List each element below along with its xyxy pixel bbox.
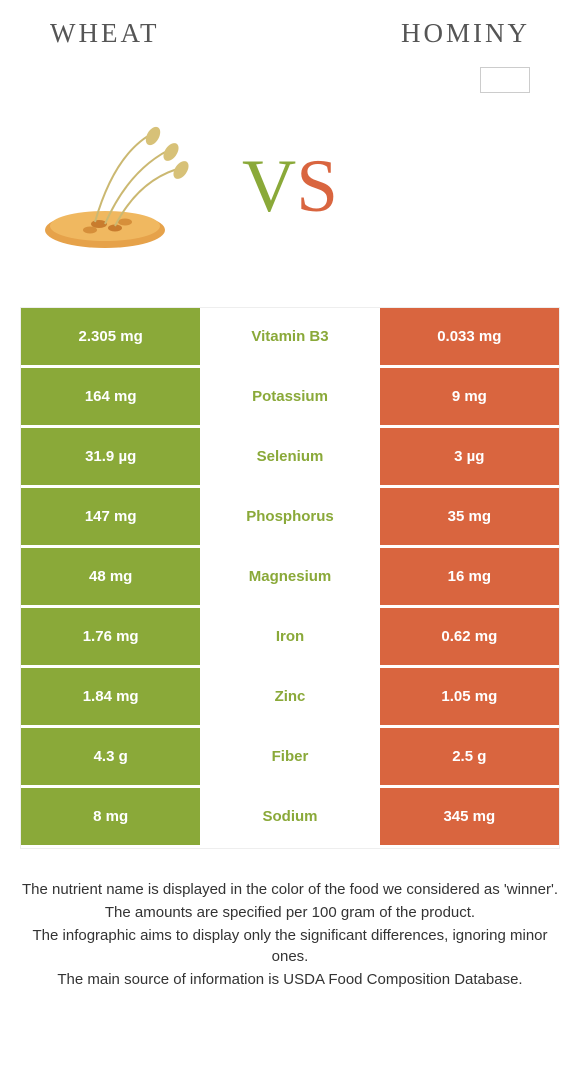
table-row: 8 mgSodium345 mg: [21, 788, 559, 848]
value-right: 3 µg: [380, 428, 559, 488]
value-left: 48 mg: [21, 548, 200, 608]
value-left: 31.9 µg: [21, 428, 200, 488]
comparison-table: 2.305 mgVitamin B30.033 mg164 mgPotassiu…: [20, 307, 560, 849]
table-row: 31.9 µgSelenium3 µg: [21, 428, 559, 488]
value-left: 147 mg: [21, 488, 200, 548]
table-row: 1.84 mgZinc1.05 mg: [21, 668, 559, 728]
header: Wheat Hominy: [0, 0, 580, 59]
nutrient-name: Vitamin B3: [200, 308, 379, 368]
nutrient-name: Iron: [200, 608, 379, 668]
nutrient-name: Magnesium: [200, 548, 379, 608]
value-right: 1.05 mg: [380, 668, 559, 728]
nutrient-name: Phosphorus: [200, 488, 379, 548]
title-right: Hominy: [401, 18, 530, 49]
nutrient-name: Sodium: [200, 788, 379, 848]
value-right: 9 mg: [380, 368, 559, 428]
nutrient-name: Zinc: [200, 668, 379, 728]
table-row: 164 mgPotassium9 mg: [21, 368, 559, 428]
value-right: 35 mg: [380, 488, 559, 548]
footnote-3: The infographic aims to display only the…: [16, 925, 564, 967]
value-right: 0.62 mg: [380, 608, 559, 668]
title-left: Wheat: [50, 18, 159, 49]
table-row: 2.305 mgVitamin B30.033 mg: [21, 308, 559, 368]
value-right: 345 mg: [380, 788, 559, 848]
footnote-1: The nutrient name is displayed in the co…: [16, 879, 564, 900]
value-left: 2.305 mg: [21, 308, 200, 368]
table-row: 1.76 mgIron0.62 mg: [21, 608, 559, 668]
value-right: 16 mg: [380, 548, 559, 608]
value-left: 1.76 mg: [21, 608, 200, 668]
value-left: 8 mg: [21, 788, 200, 848]
vs-s: S: [296, 145, 338, 228]
hominy-image: [360, 107, 550, 267]
nutrient-name: Fiber: [200, 728, 379, 788]
footnotes: The nutrient name is displayed in the co…: [0, 849, 580, 990]
table-row: 48 mgMagnesium16 mg: [21, 548, 559, 608]
value-left: 164 mg: [21, 368, 200, 428]
value-right: 2.5 g: [380, 728, 559, 788]
table-row: 4.3 gFiber2.5 g: [21, 728, 559, 788]
hero-row: VS: [0, 87, 580, 287]
table-row: 147 mgPhosphorus35 mg: [21, 488, 559, 548]
value-right: 0.033 mg: [380, 308, 559, 368]
wheat-image: [30, 107, 220, 267]
value-left: 1.84 mg: [21, 668, 200, 728]
nutrient-name: Potassium: [200, 368, 379, 428]
nutrient-name: Selenium: [200, 428, 379, 488]
footnote-4: The main source of information is USDA F…: [16, 969, 564, 990]
value-left: 4.3 g: [21, 728, 200, 788]
vs-label: VS: [242, 144, 338, 230]
footnote-2: The amounts are specified per 100 gram o…: [16, 902, 564, 923]
vs-v: V: [242, 145, 296, 228]
